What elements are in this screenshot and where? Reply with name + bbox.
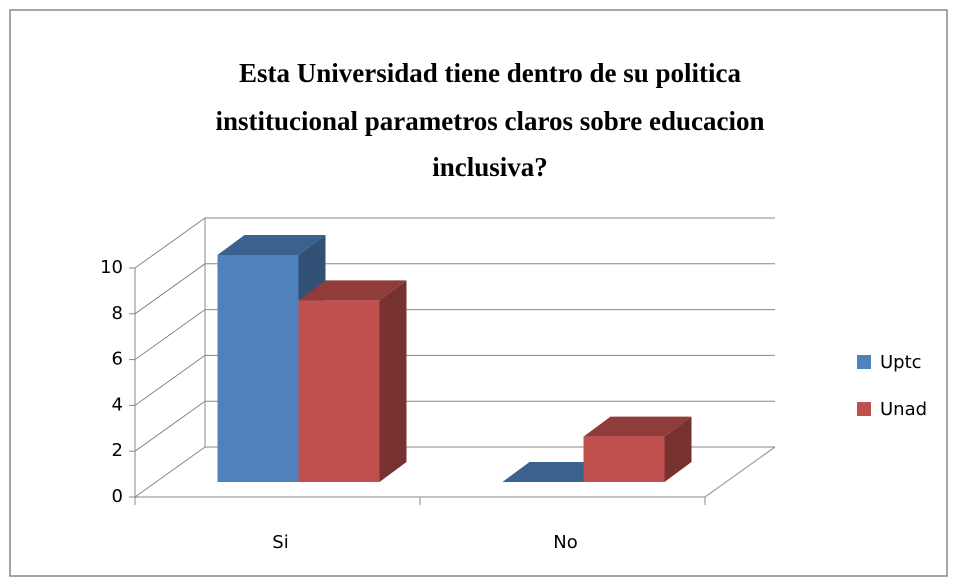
- y-tick-label: 10: [100, 257, 123, 278]
- legend-swatch: [857, 355, 871, 369]
- chart-title: Esta Universidad tiene dentro de su poli…: [239, 58, 742, 88]
- grid-line: [134, 354, 775, 406]
- y-tick-label: 0: [112, 486, 123, 507]
- grid-line: [134, 400, 775, 452]
- bar-front: [298, 300, 380, 482]
- chart-border: [9, 9, 948, 577]
- x-tick-label: No: [553, 532, 577, 553]
- chart-title: inclusiva?: [432, 152, 548, 182]
- grid-line: [134, 263, 775, 315]
- x-tick-label: Si: [272, 532, 288, 553]
- bar-side: [379, 280, 407, 482]
- floor-edge: [704, 446, 776, 498]
- bar-front: [583, 436, 665, 482]
- bar-front: [217, 255, 299, 482]
- grid-line: [134, 309, 775, 361]
- legend-label: Unad: [880, 399, 927, 420]
- y-tick-label: 8: [112, 303, 123, 324]
- y-tick-label: 2: [112, 440, 123, 461]
- legend-swatch: [857, 402, 871, 416]
- bar-top: [298, 280, 407, 301]
- bar: [298, 280, 407, 482]
- y-tick-label: 4: [112, 394, 123, 415]
- bar-top: [217, 235, 326, 255]
- grid-line: [134, 217, 775, 269]
- y-tick-label: 6: [112, 349, 123, 370]
- legend: Uptc Unad: [857, 352, 927, 420]
- chart-title: institucional parametros claros sobre ed…: [216, 106, 765, 136]
- bar: [583, 416, 692, 482]
- bar-top: [583, 416, 692, 437]
- legend-label: Uptc: [880, 352, 922, 373]
- bar-side: [664, 416, 692, 482]
